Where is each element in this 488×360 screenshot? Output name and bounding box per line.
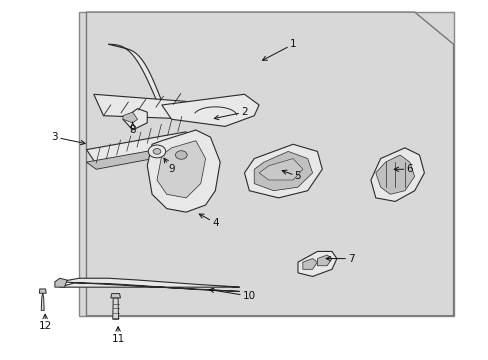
Text: 4: 4 xyxy=(199,214,218,228)
Polygon shape xyxy=(259,158,302,180)
Text: 3: 3 xyxy=(51,132,85,145)
Polygon shape xyxy=(317,255,331,266)
Polygon shape xyxy=(86,144,191,169)
Circle shape xyxy=(153,149,161,154)
Polygon shape xyxy=(55,278,67,287)
Polygon shape xyxy=(41,293,44,310)
Polygon shape xyxy=(108,44,162,102)
Polygon shape xyxy=(79,12,453,316)
Text: 9: 9 xyxy=(163,158,175,174)
Text: 1: 1 xyxy=(262,39,296,60)
Polygon shape xyxy=(86,12,453,316)
Polygon shape xyxy=(122,112,137,123)
Polygon shape xyxy=(113,298,118,319)
Polygon shape xyxy=(162,94,259,126)
Text: 5: 5 xyxy=(282,170,301,181)
Polygon shape xyxy=(111,294,120,298)
Polygon shape xyxy=(122,109,147,130)
Text: 12: 12 xyxy=(39,314,52,332)
Text: 8: 8 xyxy=(129,122,136,135)
Polygon shape xyxy=(86,132,191,164)
Polygon shape xyxy=(94,94,196,119)
Polygon shape xyxy=(157,141,205,198)
Text: 2: 2 xyxy=(214,107,247,120)
Circle shape xyxy=(148,145,165,158)
Circle shape xyxy=(175,151,187,159)
Text: 10: 10 xyxy=(209,288,255,301)
Polygon shape xyxy=(297,251,336,276)
Text: 6: 6 xyxy=(393,164,412,174)
Polygon shape xyxy=(370,148,424,202)
Polygon shape xyxy=(302,258,317,269)
Text: 7: 7 xyxy=(325,253,354,264)
Polygon shape xyxy=(375,155,414,194)
Polygon shape xyxy=(254,152,312,191)
Polygon shape xyxy=(60,278,239,292)
Polygon shape xyxy=(147,130,220,212)
Text: 11: 11 xyxy=(111,327,124,344)
Polygon shape xyxy=(244,144,322,198)
Polygon shape xyxy=(39,289,46,293)
